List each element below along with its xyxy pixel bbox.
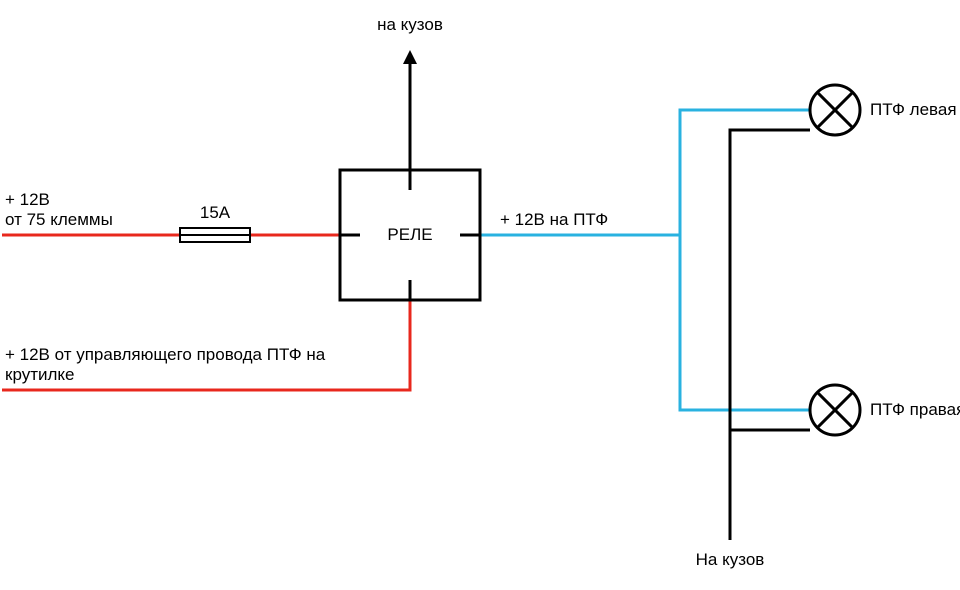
wiring-diagram: 15A РЕЛЕ ПТФ левая ПТФ правая на кузов На куз… (0, 0, 960, 590)
wire-out_black_top (730, 130, 810, 540)
lamp-right-label: ПТФ правая (870, 400, 960, 419)
label-bottom-body: На кузов (696, 550, 765, 569)
label-supply-2: от 75 клеммы (5, 210, 113, 229)
label-control-2: крутилке (5, 365, 75, 384)
label-top-body: на кузов (377, 15, 443, 34)
arrow-up (403, 50, 417, 64)
lamp-left-label: ПТФ левая (870, 100, 957, 119)
label-relay-out: + 12В на ПТФ (500, 210, 608, 229)
wire-cyan_down (680, 235, 810, 410)
label-supply-1: + 12В (5, 190, 50, 209)
fuse-label: 15A (200, 203, 231, 222)
label-control-1: + 12В от управляющего провода ПТФ на (5, 345, 326, 364)
relay-label: РЕЛЕ (387, 225, 432, 244)
